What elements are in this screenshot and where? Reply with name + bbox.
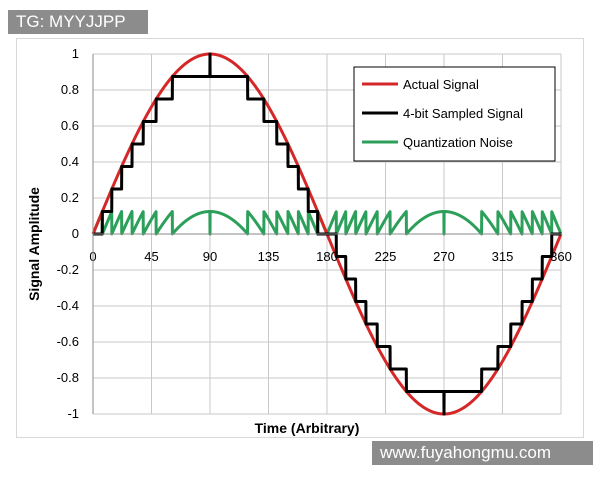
chart: -1-0.8-0.6-0.4-0.200.20.40.60.8104590135… (26, 46, 572, 436)
y-axis-label: Signal Amplitude (26, 187, 42, 301)
watermark-top: TG: MYYJJPP (8, 10, 148, 34)
y-tick-label: 1 (72, 46, 79, 61)
x-tick-label: 270 (433, 249, 455, 264)
y-tick-label: 0 (72, 226, 79, 241)
y-tick-label: -1 (67, 406, 79, 421)
y-tick-label: -0.8 (57, 370, 79, 385)
chart-frame: -1-0.8-0.6-0.4-0.200.20.40.60.8104590135… (16, 38, 584, 438)
x-tick-label: 135 (258, 249, 280, 264)
legend-entry: Actual Signal (403, 77, 479, 92)
axes: -1-0.8-0.6-0.4-0.200.20.40.60.8104590135… (57, 46, 572, 421)
x-tick-label: 315 (492, 249, 514, 264)
y-tick-label: -0.4 (57, 298, 79, 313)
legend-entry: Quantization Noise (403, 135, 513, 150)
y-tick-label: -0.2 (57, 262, 79, 277)
y-tick-label: 0.8 (61, 82, 79, 97)
x-tick-label: 225 (375, 249, 397, 264)
y-tick-label: 0.4 (61, 154, 79, 169)
x-tick-label: 90 (203, 249, 217, 264)
legend: Actual Signal 4-bit Sampled Signal Quantiz… (353, 66, 556, 162)
x-tick-label: 180 (316, 249, 338, 264)
x-tick-label: 360 (550, 249, 572, 264)
x-tick-label: 45 (144, 249, 158, 264)
watermark-bottom: www.fuyahongmu.com (372, 441, 593, 465)
y-tick-label: 0.6 (61, 118, 79, 133)
legend-entry: 4-bit Sampled Signal (403, 106, 523, 121)
y-tick-label: 0.2 (61, 190, 79, 205)
y-tick-label: -0.6 (57, 334, 79, 349)
x-axis-label: Time (Arbitrary) (255, 420, 360, 436)
